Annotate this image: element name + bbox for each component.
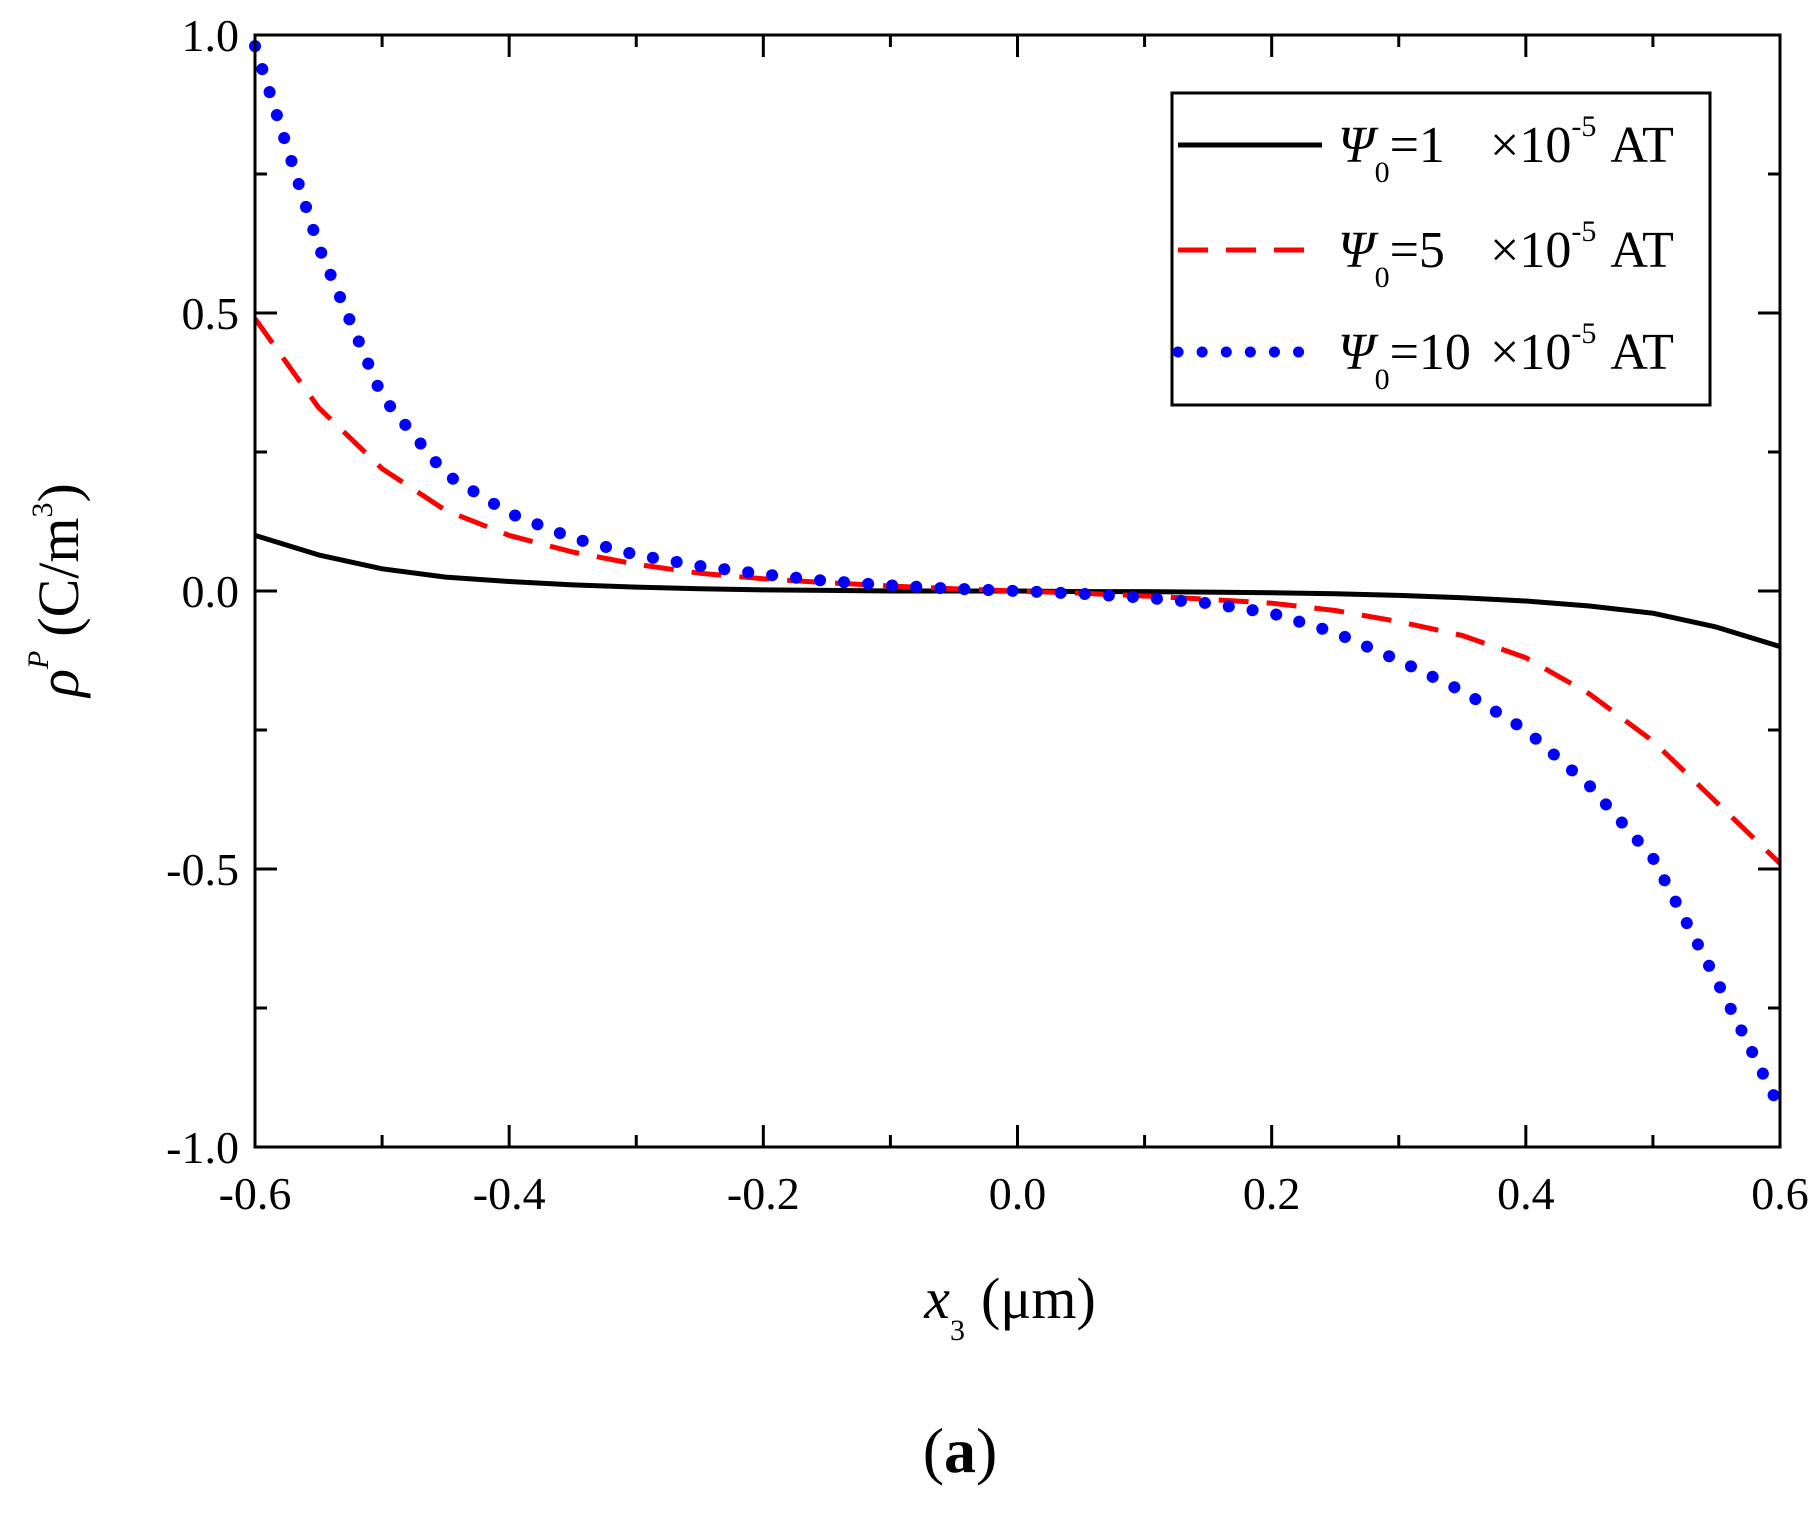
y-axis-unit-close: ) <box>26 483 91 502</box>
y-tick-label: 0.0 <box>182 566 240 617</box>
legend-value: =10 <box>1390 324 1471 381</box>
panel-label-close: ) <box>976 1415 997 1486</box>
y-tick-labels: -1.0 -0.5 0.0 0.5 1.0 <box>166 10 239 1173</box>
legend-exponent: -5 <box>1571 110 1596 143</box>
y-tick-label: 1.0 <box>182 10 240 61</box>
y-axis-superscript: P <box>22 651 55 670</box>
x-tick-labels: -0.6 -0.4 -0.2 0.0 0.2 0.4 0.6 <box>219 1168 1809 1219</box>
x-tick-label: -0.6 <box>219 1168 292 1219</box>
legend-label: Ψ0=10 <box>1338 324 1471 396</box>
x-tick-label: 0.2 <box>1243 1168 1301 1219</box>
legend-exponent: -5 <box>1571 317 1596 350</box>
y-axis-title: ρP (C/m3) <box>22 483 91 699</box>
legend-multiplier: ×10-5 AT <box>1490 215 1674 279</box>
legend-unit: AT <box>1610 324 1674 381</box>
legend-unit: AT <box>1610 222 1674 279</box>
y-axis-symbol: ρ <box>26 669 91 699</box>
legend-label: Ψ0=5 <box>1338 222 1445 294</box>
legend-times-ten: ×10 <box>1490 222 1571 279</box>
legend-subscript: 0 <box>1375 156 1390 189</box>
legend-unit: AT <box>1610 117 1674 174</box>
legend-times-ten: ×10 <box>1490 117 1571 174</box>
x-tick-label: 0.6 <box>1751 1168 1809 1219</box>
series-line-3 <box>249 40 1786 1115</box>
legend-multiplier: ×10-5 AT <box>1490 317 1674 381</box>
legend-symbol: Ψ <box>1338 324 1379 381</box>
x-axis-title: x3 (μm) <box>923 1266 1096 1347</box>
panel-label-letter: a <box>944 1415 976 1486</box>
legend-symbol: Ψ <box>1338 117 1379 174</box>
legend-entry: Ψ0=10 ×10-5 AT <box>1172 317 1674 396</box>
legend-value: =1 <box>1390 117 1445 174</box>
y-axis-unit-exponent: 3 <box>26 502 59 517</box>
legend-label: Ψ0=1 <box>1338 117 1445 189</box>
y-tick-label: 0.5 <box>182 288 240 339</box>
y-tick-label: -1.0 <box>166 1122 239 1173</box>
legend-subscript: 0 <box>1375 363 1390 396</box>
x-axis-subscript: 3 <box>950 1314 965 1347</box>
legend-subscript: 0 <box>1375 261 1390 294</box>
legend-symbol: Ψ <box>1338 222 1379 279</box>
x-axis-unit: (μm) <box>981 1266 1096 1331</box>
legend-times-ten: ×10 <box>1490 324 1571 381</box>
legend-entry: Ψ0=5 ×10-5 AT <box>1178 215 1674 294</box>
x-tick-label: 0.4 <box>1497 1168 1555 1219</box>
legend-value: =5 <box>1390 222 1445 279</box>
legend: Ψ0=1 ×10-5 AT Ψ0=5 ×10-5 AT Ψ0=10 ×10-5 AT <box>1170 91 1712 407</box>
x-tick-label: -0.4 <box>473 1168 546 1219</box>
legend-multiplier: ×10-5 AT <box>1490 110 1674 174</box>
x-axis-symbol: x <box>923 1266 950 1331</box>
legend-exponent: -5 <box>1571 215 1596 248</box>
y-tick-label: -0.5 <box>166 844 239 895</box>
x-tick-label: 0.0 <box>989 1168 1047 1219</box>
tick-marks <box>253 33 1782 1149</box>
series-layer <box>249 40 1786 1115</box>
series-line-2 <box>252 317 1782 866</box>
legend-entry: Ψ0=1 ×10-5 AT <box>1178 110 1674 189</box>
x-tick-label: -0.2 <box>727 1168 800 1219</box>
y-axis-unit: (C/m <box>26 517 91 636</box>
panel-label-open: ( <box>923 1415 944 1486</box>
panel-label: (a) <box>923 1415 998 1486</box>
